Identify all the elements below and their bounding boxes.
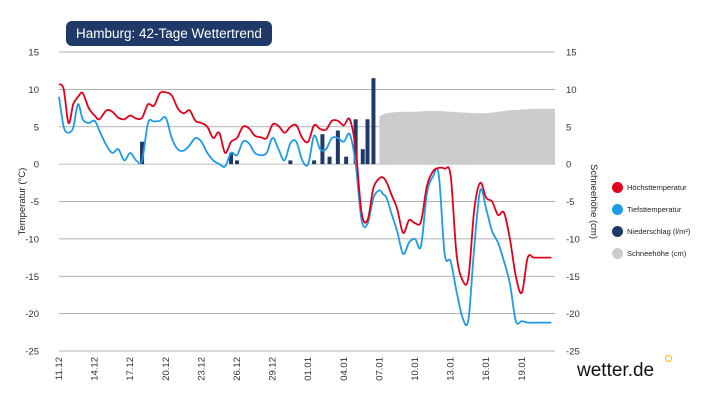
y2-axis-title: Schneehöhe (cm) xyxy=(588,164,599,239)
legend-item-low: Tiefsttemperatur xyxy=(612,198,712,220)
brand-logo: wetter.de xyxy=(577,360,655,381)
y-axis-title: Temperatur (°C) xyxy=(17,168,28,236)
y2-tick-label: 15 xyxy=(566,48,577,59)
x-tick-label: 01.01 xyxy=(303,357,314,381)
legend-item-high: Höchsttemperatur xyxy=(612,176,712,198)
legend-item-precip: Niederschlag (l/m²) xyxy=(612,220,712,242)
y2-tick-label: 0 xyxy=(566,160,571,171)
x-tick-label: 23.12 xyxy=(196,357,207,381)
x-tick-label: 07.01 xyxy=(374,357,385,381)
brand-dot-icon xyxy=(665,355,672,362)
legend-dot-snow xyxy=(612,247,623,259)
low-temp-line xyxy=(58,96,552,327)
x-tick-label: 10.01 xyxy=(410,357,421,381)
x-tick-label: 16.01 xyxy=(481,357,492,381)
precip-bar xyxy=(320,134,325,165)
x-tick-label: 29.12 xyxy=(268,357,279,381)
x-tick-label: 26.12 xyxy=(232,357,243,381)
y-tick-label: -5 xyxy=(31,197,39,208)
precip-bar xyxy=(288,160,293,165)
precip-bar xyxy=(353,119,358,165)
x-tick-label: 19.01 xyxy=(517,357,528,381)
legend-dot-precip xyxy=(612,225,623,237)
y-tick-label: 5 xyxy=(34,122,39,133)
y2-tick-label: -25 xyxy=(566,347,580,358)
precip-bar xyxy=(371,78,376,165)
precip-bar xyxy=(140,141,145,165)
y2-tick-label: -5 xyxy=(566,197,574,208)
legend-label-low: Tiefsttemperatur xyxy=(627,204,682,214)
high-temp-line xyxy=(58,83,552,295)
legend: Höchsttemperatur Tiefsttemperatur Nieder… xyxy=(612,176,712,264)
x-tick-label: 14.12 xyxy=(90,357,101,381)
x-tick-label: 13.01 xyxy=(446,357,457,381)
precip-bar xyxy=(365,119,370,165)
legend-dot-low xyxy=(612,203,623,215)
legend-label-snow: Schneehöhe (cm) xyxy=(627,248,687,258)
y-tick-label: 10 xyxy=(28,85,39,96)
legend-label-precip: Niederschlag (l/m²) xyxy=(627,226,691,236)
precip-bar xyxy=(344,156,349,165)
y-tick-label: 0 xyxy=(34,160,39,171)
y-tick-label: 15 xyxy=(28,48,39,59)
y2-tick-label: -10 xyxy=(566,234,580,245)
y2-tick-label: -15 xyxy=(566,272,580,283)
y-tick-label: -25 xyxy=(25,347,39,358)
y-tick-label: -15 xyxy=(25,272,39,283)
snow-depth-area xyxy=(379,108,555,165)
x-tick-label: 04.01 xyxy=(339,357,350,381)
precip-bar xyxy=(229,152,234,165)
y2-tick-label: -20 xyxy=(566,309,580,320)
y2-tick-label: 10 xyxy=(566,85,577,96)
precip-bar xyxy=(327,156,332,165)
x-tick-label: 20.12 xyxy=(161,357,172,381)
precip-bar xyxy=(335,130,340,165)
precip-bar xyxy=(312,160,317,165)
legend-dot-high xyxy=(612,181,623,193)
legend-label-high: Höchsttemperatur xyxy=(627,182,687,192)
y-tick-label: -20 xyxy=(25,309,39,320)
precip-bar xyxy=(234,160,239,165)
y-tick-label: -10 xyxy=(25,234,39,245)
precip-bar xyxy=(360,149,365,165)
chart-title: Hamburg: 42-Tage Wettertrend xyxy=(66,21,272,46)
legend-item-snow: Schneehöhe (cm) xyxy=(612,242,712,264)
x-tick-label: 17.12 xyxy=(125,357,136,381)
y2-tick-label: 5 xyxy=(566,122,571,133)
x-tick-label: 11.12 xyxy=(54,357,65,380)
